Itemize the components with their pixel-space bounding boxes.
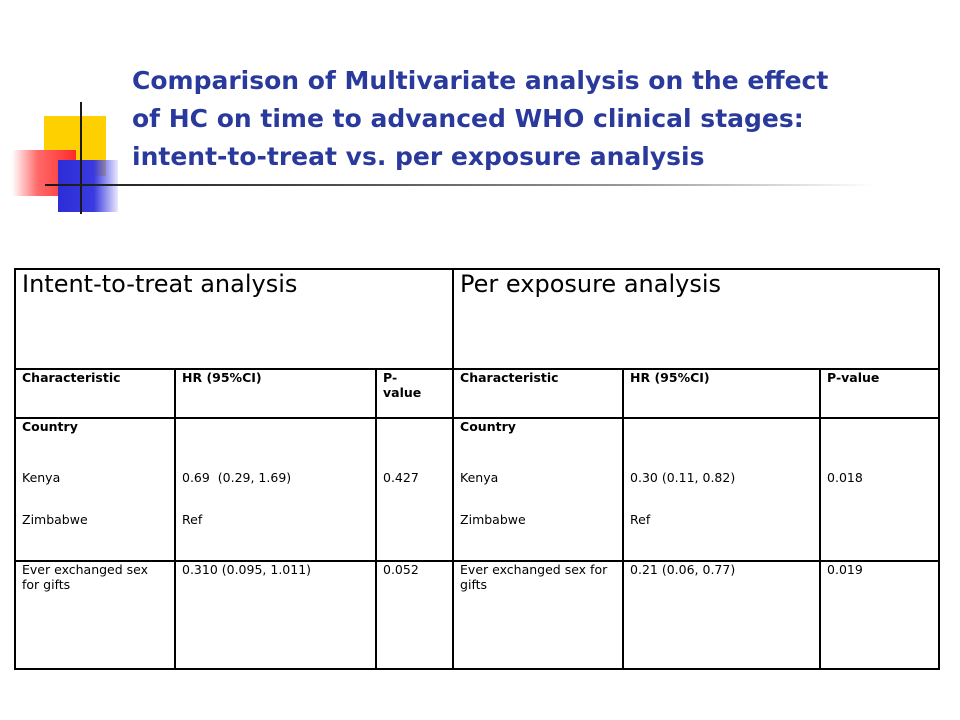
horizontal-rule [45, 184, 875, 186]
sex-gifts-pvalue-pe: 0.019 [819, 559, 941, 671]
country-cell-itt: Country Kenya Zimbabwe [14, 416, 176, 562]
kenya-pvalue: 0.427 [383, 469, 419, 485]
pvalue-cell-pe: 0.018 [819, 416, 941, 562]
zimbabwe-label: Zimbabwe [22, 511, 88, 527]
country-label: Country [22, 418, 78, 434]
country-cell-pe: Country Kenya Zimbabwe [452, 416, 625, 562]
results-table: Intent-to-treat analysis Per exposure an… [13, 268, 941, 671]
hr-cell-pe: 0.30 (0.11, 0.82) Ref [622, 416, 822, 562]
group-per-exposure: Per exposure analysis [452, 268, 941, 370]
sex-gifts-label-itt: Ever exchanged sex for gifts [14, 559, 176, 671]
kenya-label: Kenya [460, 469, 499, 485]
sex-gifts-pvalue-itt: 0.052 [374, 559, 455, 671]
title-line-3: intent-to-treat vs. per exposure analysi… [132, 142, 705, 171]
col-pvalue-pe: P-value [819, 368, 941, 419]
zimbabwe-label: Zimbabwe [460, 511, 526, 527]
kenya-hr: 0.69 (0.29, 1.69) [182, 469, 292, 485]
vertical-rule [80, 102, 82, 214]
col-hr-pe: HR (95%CI) [622, 368, 822, 419]
kenya-hr: 0.30 (0.11, 0.82) [630, 469, 736, 485]
blue-square-decoration [58, 160, 118, 212]
kenya-label: Kenya [22, 469, 61, 485]
col-characteristic-pe: Characteristic [452, 368, 625, 419]
col-pvalue-itt: P-value [374, 368, 455, 419]
slide-title: Comparison of Multivariate analysis on t… [132, 62, 932, 176]
pvalue-cell-itt: 0.427 [374, 416, 455, 562]
sex-gifts-label-pe: Ever exchanged sex for gifts [452, 559, 625, 671]
sex-gifts-hr-pe: 0.21 (0.06, 0.77) [622, 559, 822, 671]
kenya-pvalue: 0.018 [827, 469, 863, 485]
title-line-2: of HC on time to advanced WHO clinical s… [132, 104, 804, 133]
group-header-row: Intent-to-treat analysis Per exposure an… [13, 268, 941, 370]
col-characteristic-itt: Characteristic [14, 368, 176, 419]
title-line-1: Comparison of Multivariate analysis on t… [132, 66, 829, 95]
col-hr-itt: HR (95%CI) [174, 368, 377, 419]
hr-cell-itt: 0.69 (0.29, 1.69) Ref [174, 416, 377, 562]
sex-gifts-hr-itt: 0.310 (0.095, 1.011) [174, 559, 377, 671]
table-row: Ever exchanged sex for gifts 0.310 (0.09… [14, 559, 941, 671]
country-label: Country [460, 418, 516, 434]
table-row: Country Kenya Zimbabwe 0.69 (0.29, 1.69)… [14, 416, 941, 562]
zimbabwe-ref: Ref [630, 511, 651, 527]
group-intent-to-treat: Intent-to-treat analysis [13, 268, 455, 370]
column-header-row: Characteristic HR (95%CI) P-value Charac… [14, 368, 941, 419]
zimbabwe-ref: Ref [182, 511, 203, 527]
title-decoration [0, 0, 140, 220]
